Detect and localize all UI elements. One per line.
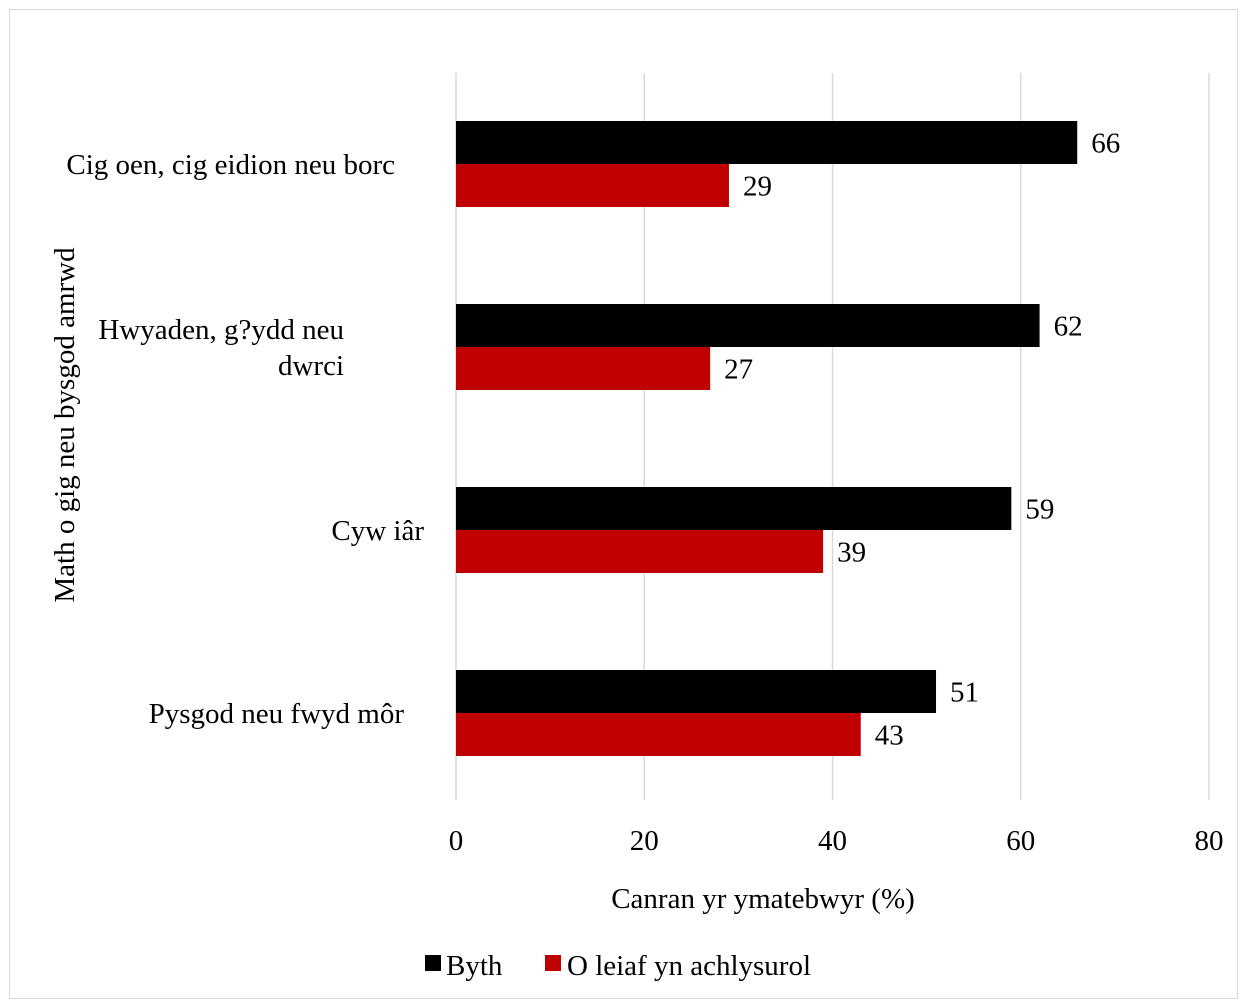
x-axis-title: Canran yr ymatebwyr (%) [611, 883, 915, 915]
bar-byth [456, 121, 1078, 164]
bar-byth [456, 487, 1012, 530]
legend: Byth O leiaf yn achlysurol [425, 950, 811, 982]
x-tick-label: 60 [1006, 825, 1035, 857]
y-axis-title: Math o gig neu bysgod amrwd [49, 247, 81, 603]
bar-o-leiaf-yn-achlysurol [456, 164, 729, 207]
bar-o-leiaf-yn-achlysurol [456, 713, 861, 756]
x-tick-label: 40 [818, 825, 847, 857]
legend-label: Byth [446, 950, 503, 982]
data-label: 43 [875, 720, 904, 752]
category-labels: Cig oen, cig eidion neu borc Hwyaden, g?y… [66, 149, 424, 730]
x-tick-labels: 0 20 40 60 80 [449, 825, 1224, 857]
bar-o-leiaf-yn-achlysurol [456, 347, 711, 390]
data-label: 51 [950, 677, 979, 709]
category-label: Cig oen, cig eidion neu borc [66, 149, 395, 181]
data-label: 29 [743, 171, 772, 203]
data-labels: 66 62 59 51 29 27 39 43 [724, 128, 1120, 752]
bar-o-leiaf-yn-achlysurol [456, 530, 824, 573]
x-tick-label: 0 [449, 825, 464, 857]
legend-swatch [425, 955, 441, 971]
bar-byth [456, 670, 937, 713]
category-label: dwrci [278, 350, 344, 382]
bar-byth [456, 304, 1040, 347]
data-label: 27 [724, 354, 753, 386]
legend-label: O leiaf yn achlysurol [567, 950, 811, 982]
data-label: 66 [1091, 128, 1120, 160]
data-label: 59 [1025, 494, 1054, 526]
legend-swatch [545, 955, 561, 971]
data-label: 62 [1054, 311, 1083, 343]
category-label: Cyw iâr [331, 515, 424, 547]
category-label: Pysgod neu fwyd môr [149, 698, 405, 730]
category-label: Hwyaden, g?ydd neu [98, 314, 344, 346]
bars [456, 121, 1078, 756]
x-tick-label: 20 [630, 825, 659, 857]
data-label: 39 [837, 537, 866, 569]
x-tick-label: 80 [1195, 825, 1224, 857]
